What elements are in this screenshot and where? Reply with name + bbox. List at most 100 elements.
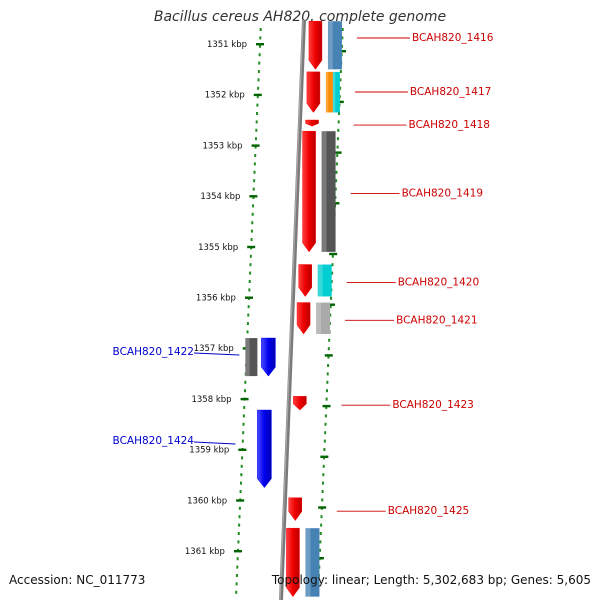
gene-arrow-forward — [298, 264, 312, 297]
gene-label: BCAH820_1420 — [398, 277, 479, 289]
ruler-dot-right — [321, 481, 324, 485]
ruler-dot-left — [249, 263, 252, 267]
ruler-tick-left — [249, 195, 258, 198]
cog-box — [245, 338, 258, 377]
ruler-dot-right — [331, 271, 334, 275]
ruler-dot-left — [239, 490, 242, 493]
ruler-dot-left — [259, 28, 262, 31]
ruler-dot-left — [241, 456, 244, 460]
ruler-tick-left — [247, 245, 256, 249]
ruler-tick-right — [322, 404, 331, 408]
cog-box-shade — [325, 71, 329, 113]
ruler-dot-left — [256, 95, 259, 99]
ruler-tick-label: 1352 kbp — [205, 91, 245, 101]
ruler-dot-right — [325, 389, 328, 393]
ruler-dot-left — [259, 36, 262, 40]
ruler-dot-left — [235, 574, 238, 577]
ruler-dot-left — [242, 431, 245, 435]
ruler-dot-left — [258, 44, 261, 48]
ruler-dot-left — [253, 170, 256, 174]
ruler-tick-label: 1356 kbp — [196, 294, 236, 304]
ruler-dot-left — [238, 523, 241, 527]
sequence-backbone-highlight — [279, 19, 304, 600]
ruler-dot-left — [240, 464, 243, 468]
ruler-dot-left — [235, 582, 238, 586]
ruler-dot-left — [246, 322, 249, 325]
ruler-dot-left — [257, 86, 260, 90]
ruler-dot-left — [238, 515, 241, 519]
ruler-dot-left — [241, 439, 244, 443]
ruler-dot-left — [246, 330, 249, 334]
ruler-dot-left — [242, 422, 245, 426]
gene-label: BCAH820_1422 — [113, 346, 194, 358]
ruler-dot-left — [244, 380, 247, 384]
ruler-dot-right — [327, 347, 330, 351]
gene-label: BCAH820_1423 — [392, 399, 473, 411]
ruler-dot-right — [319, 532, 322, 535]
ruler-dot-right — [335, 170, 338, 174]
ruler-tick-label: 1353 kbp — [203, 141, 243, 151]
ruler-tick-left — [238, 448, 247, 451]
ruler-tick-label: 1354 kbp — [200, 192, 240, 202]
ruler-dot-right — [325, 397, 328, 401]
cog-box-shade — [245, 338, 250, 377]
cog-box-shade — [327, 21, 333, 70]
ruler-dot-left — [247, 313, 250, 317]
ruler-dot-right — [331, 254, 334, 258]
ruler-dot-right — [320, 515, 323, 519]
gene-arrow-forward — [306, 71, 321, 113]
ruler-dot-left — [251, 221, 254, 225]
ruler-dot-right — [325, 406, 328, 409]
ruler-tick-label: 1351 kbp — [207, 40, 247, 50]
ruler-dot-left — [252, 187, 255, 191]
ruler-dot-left — [237, 540, 240, 544]
ruler-tick-label: 1360 kbp — [187, 496, 227, 506]
cog-box-shade — [332, 71, 336, 113]
ruler-dot-left — [247, 305, 250, 309]
ruler-dot-left — [254, 145, 257, 149]
ruler-dot-right — [326, 380, 329, 384]
cog-box-shade — [305, 528, 311, 597]
ruler-dot-left — [250, 229, 253, 233]
genome-summary-text: Topology: linear; Length: 5,302,683 bp; … — [271, 573, 591, 587]
gene-label: BCAH820_1417 — [410, 86, 491, 98]
cog-box-shade — [317, 264, 323, 297]
gene-arrow-forward — [305, 119, 319, 127]
ruler-dot-right — [326, 372, 329, 376]
ruler-dot-left — [238, 506, 241, 510]
ruler-dot-right — [319, 548, 322, 552]
gene-label-line — [193, 441, 236, 445]
ruler-dot-right — [330, 296, 333, 300]
ruler-dot-right — [324, 422, 327, 426]
ruler-tick-left — [240, 397, 249, 401]
ruler-dot-right — [334, 187, 337, 191]
ruler-dot-right — [339, 86, 342, 90]
ruler-dot-left — [255, 120, 258, 124]
ruler-tick-label: 1355 kbp — [198, 243, 238, 253]
gene-arrow-forward — [288, 497, 303, 522]
ruler-dot-right — [321, 490, 324, 493]
cog-box — [327, 21, 342, 70]
ruler-tick-left — [256, 43, 264, 46]
ruler-dot-right — [321, 498, 324, 502]
ruler-dot-right — [327, 364, 330, 367]
gene-arrow-left-track — [261, 337, 276, 377]
ruler-tick-right — [320, 455, 329, 458]
gene-label: BCAH820_1425 — [388, 505, 469, 517]
gene-label: BCAH820_1424 — [113, 435, 195, 447]
cog-box — [316, 302, 331, 335]
ruler-dot-left — [249, 254, 252, 258]
ruler-dot-left — [250, 238, 253, 241]
ruler-dot-right — [319, 540, 322, 544]
ruler-dot-left — [243, 406, 246, 409]
ruler-tick-right — [315, 557, 324, 560]
cog-box — [332, 71, 340, 113]
ruler-dot-right — [340, 44, 343, 48]
ruler-dot-right — [330, 280, 333, 283]
gene-label-line — [193, 352, 240, 356]
ruler-dot-left — [252, 204, 255, 208]
ruler-dot-right — [329, 313, 332, 317]
ruler-dot-right — [341, 36, 344, 40]
ruler-dot-left — [236, 557, 239, 561]
ruler-dot-right — [327, 355, 330, 359]
